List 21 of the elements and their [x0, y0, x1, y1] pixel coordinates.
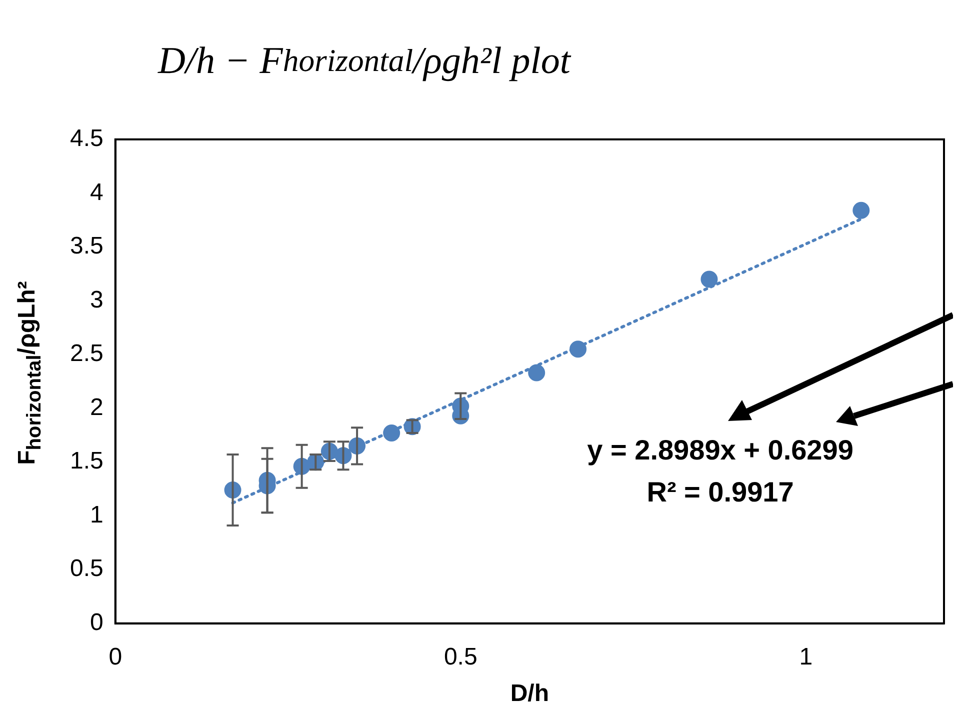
x-tick-label: 0.5 [444, 643, 478, 670]
point [700, 270, 718, 288]
point [570, 340, 587, 358]
y-tick-label: 1 [90, 501, 104, 528]
annotation: y = 2.8989x + 0.6299 [587, 434, 854, 466]
y-tick-label: 2 [90, 394, 104, 421]
y-tick-label: 4.5 [70, 125, 104, 152]
annotation: R² = 0.9917 [646, 476, 794, 508]
x-tick-label: 1 [799, 643, 813, 670]
y-tick-label: 0.5 [70, 555, 104, 582]
point [528, 364, 546, 382]
point [383, 424, 400, 442]
point [852, 202, 870, 219]
x-axis-title: D/h [510, 680, 550, 708]
y-tick-label: 3.5 [70, 232, 104, 260]
y-tick-label: 2.5 [70, 340, 104, 368]
x-tick-label: 0 [108, 643, 122, 670]
y-tick-label: 3 [90, 286, 104, 314]
y-tick-label: 4 [90, 178, 104, 206]
y-tick-label: 0 [90, 609, 104, 636]
y-tick-label: 1.5 [70, 448, 104, 475]
